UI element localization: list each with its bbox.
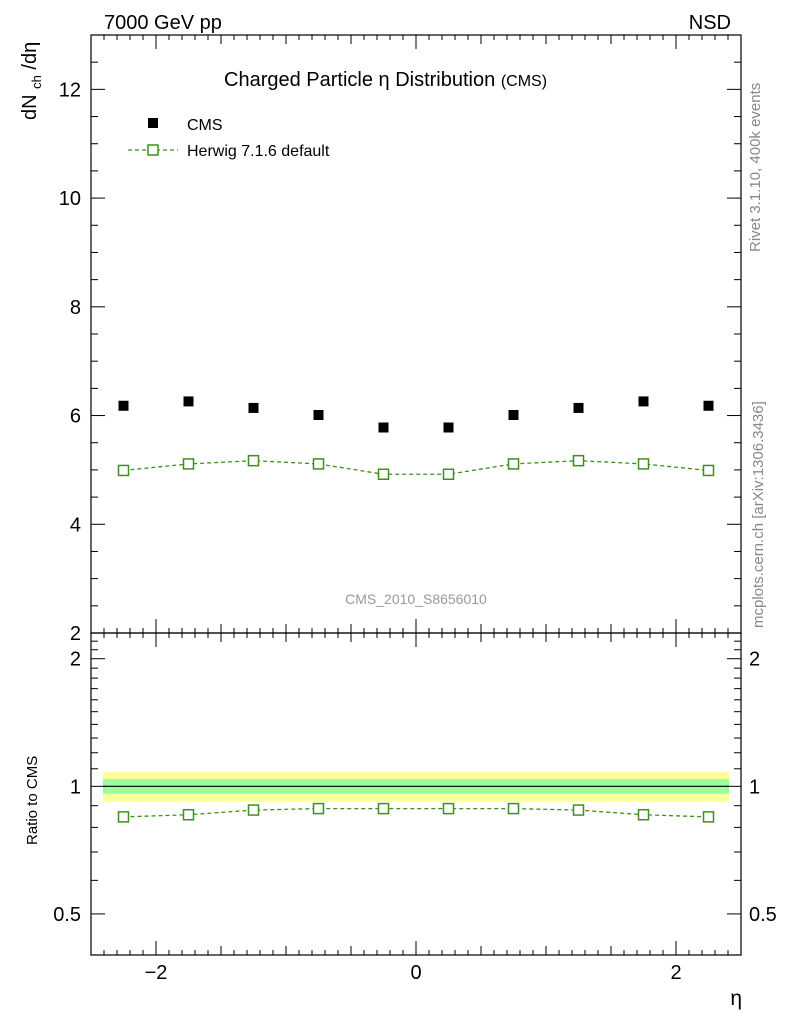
main-title-text: Charged Particle η Distribution <box>224 69 495 91</box>
cms-data-point <box>378 422 389 433</box>
ratio-y-label: Ratio to CMS <box>24 756 41 845</box>
main-y-tick-label: 12 <box>59 79 81 101</box>
ratio-y-tick-label-left: 0.5 <box>53 904 81 926</box>
header-energy-label: 7000 GeV pp <box>104 12 222 34</box>
ratio-data-point <box>702 811 715 823</box>
ratio-y-tick-label-left: 1 <box>70 776 81 798</box>
ratio-bands <box>103 772 729 802</box>
cms-data-point <box>573 402 584 413</box>
ratio-y-tick-label-right: 1 <box>749 776 760 798</box>
x-tick-label: −2 <box>145 962 168 984</box>
main-title-suffix: (CMS) <box>501 73 547 90</box>
main-y-tick-label: 6 <box>70 406 81 428</box>
cms-data-point <box>703 400 714 411</box>
cms-data-point <box>508 410 519 421</box>
ratio-data-point <box>377 802 390 815</box>
legend-cms-marker <box>148 118 158 128</box>
x-axis-label: η <box>730 987 742 1010</box>
herwig-data-point <box>312 458 325 470</box>
ratio-y-axis: 0.5 0.5 1 1 2 2 <box>53 632 777 956</box>
main-series-line <box>123 460 709 475</box>
main-y-label: dN ch /dη <box>19 42 46 120</box>
ratio-data-point <box>572 804 585 816</box>
herwig-data-point <box>442 468 455 481</box>
herwig-data-point <box>507 458 520 470</box>
main-y-label-sub: ch <box>29 75 44 89</box>
x-tick-label: 0 <box>410 962 421 984</box>
herwig-data-point <box>377 468 390 481</box>
ratio-series <box>117 802 715 823</box>
legend-herwig-marker <box>147 144 159 156</box>
ratio-data-point <box>117 811 130 823</box>
ratio-series-line <box>123 807 709 818</box>
legend-cms-label: CMS <box>187 117 223 134</box>
cms-data-point <box>638 396 649 407</box>
ratio-data-point <box>247 804 260 816</box>
ratio-data-point <box>637 808 650 821</box>
main-x-axis <box>90 35 742 633</box>
herwig-data-point <box>637 458 650 470</box>
legend: CMS Herwig 7.1.6 default <box>128 117 330 160</box>
ratio-data-point <box>182 808 195 821</box>
ratio-data-point <box>507 802 520 815</box>
main-series <box>117 396 715 481</box>
ratio-data-point <box>442 802 455 815</box>
herwig-data-point <box>572 454 585 467</box>
cms-data-point <box>248 402 259 413</box>
ratio-x-axis: −2 0 2 <box>90 633 742 984</box>
mcplots-label: mcplots.cern.ch [arXiv:1306.3436] <box>750 401 767 628</box>
herwig-data-point <box>117 464 130 477</box>
cms-data-point <box>313 410 324 421</box>
watermark-label: CMS_2010_S8656010 <box>345 591 487 607</box>
ratio-y-tick-label-right: 0.5 <box>749 904 777 926</box>
main-y-tick-label: 8 <box>70 297 81 319</box>
main-y-label-tail: /dη <box>19 42 41 70</box>
ratio-y-tick-label-left: 2 <box>70 649 81 671</box>
ratio-data-point <box>312 802 325 815</box>
main-y-tick-label: 10 <box>59 188 81 210</box>
main-panel: 2 4 6 8 10 12 Charged Particle η Distribution… <box>19 34 742 645</box>
main-y-axis: 2 4 6 8 10 12 <box>59 34 741 645</box>
main-y-tick-label: 2 <box>70 623 81 645</box>
cms-data-point <box>118 400 129 411</box>
cms-data-point <box>443 422 454 433</box>
rivet-label: Rivet 3.1.10, 400k events <box>747 83 764 252</box>
ratio-panel: 0.5 0.5 1 1 2 2 −2 0 2 Ratio to CMS η <box>24 632 777 1010</box>
herwig-data-point <box>182 458 195 470</box>
herwig-data-point <box>247 454 260 467</box>
main-title: Charged Particle η Distribution (CMS) <box>224 69 547 91</box>
herwig-data-point <box>702 464 715 477</box>
main-y-tick-label: 4 <box>70 514 81 536</box>
header-process-label: NSD <box>689 12 731 34</box>
x-tick-label: 2 <box>670 962 681 984</box>
cms-data-point <box>183 396 194 407</box>
ratio-y-tick-label-right: 2 <box>749 649 760 671</box>
main-y-label-main: dN <box>19 94 41 120</box>
legend-herwig-label: Herwig 7.1.6 default <box>187 143 330 160</box>
